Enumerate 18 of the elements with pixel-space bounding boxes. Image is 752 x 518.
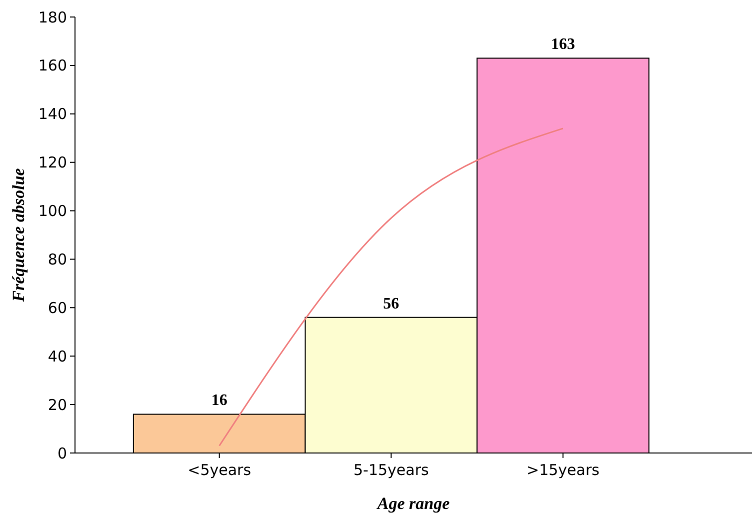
x-tick-label: >15years (526, 461, 600, 479)
x-tick-label: 5-15years (354, 461, 430, 479)
y-tick-label: 40 (48, 347, 67, 366)
y-tick-label: 0 (57, 444, 67, 462)
y-tick-label: 100 (38, 202, 67, 220)
x-tick-label: <5years (188, 461, 252, 479)
y-axis-title: Fréquence absolue (9, 168, 28, 303)
y-tick-label: 80 (48, 250, 67, 268)
text: 56 (383, 295, 400, 312)
y-tick-label: 140 (38, 105, 67, 124)
y-tick-label: 60 (48, 298, 67, 317)
text: 163 (550, 36, 575, 54)
y-tick-label: 120 (38, 154, 67, 172)
y-tick-label: 180 (38, 8, 67, 26)
y-tick-label: 160 (38, 56, 67, 75)
y-tick-label: 20 (48, 396, 67, 414)
x-axis-title: Age range (376, 494, 450, 513)
text: 16 (211, 392, 228, 410)
